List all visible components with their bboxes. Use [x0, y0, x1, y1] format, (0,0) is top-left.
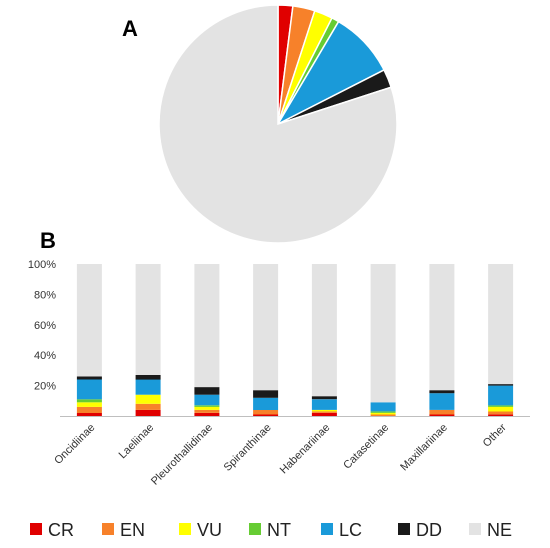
bar-segment-nt [76, 399, 102, 403]
bar-segment-ne [194, 264, 220, 388]
legend-swatch-en [102, 523, 114, 535]
bar-segment-cr [194, 413, 220, 416]
bar-segment-vu [370, 413, 396, 415]
category-label: Laeliinae [117, 422, 157, 462]
bar-segment-vu [311, 409, 337, 412]
bar-segment-dd [135, 375, 161, 380]
bar-segment-ne [76, 264, 102, 377]
y-tick-label: 100% [28, 259, 56, 271]
y-tick-label: 20% [34, 381, 56, 393]
legend: CR EN VU NT LC DD NE [30, 520, 512, 540]
stacked-bar-chart [76, 264, 514, 416]
bar-segment-dd [488, 384, 514, 386]
legend-swatch-lc [321, 523, 333, 535]
bar-segment-ne [311, 264, 337, 397]
bar-segment-lc [488, 385, 514, 406]
legend-label-vu: VU [197, 520, 222, 540]
legend-label-nt: NT [267, 520, 291, 540]
bar-segment-dd [76, 376, 102, 380]
bar-segment-cr [429, 414, 455, 416]
bar-segment-dd [253, 390, 279, 398]
y-tick-label: 80% [34, 289, 56, 301]
bar-segment-cr [253, 414, 279, 416]
bar-segment-ne [488, 264, 514, 385]
bar-segment-ne [135, 264, 161, 375]
legend-swatch-cr [30, 523, 42, 535]
bar-segment-en [253, 409, 279, 415]
category-label: Habenariinae [278, 422, 333, 477]
legend-label-dd: DD [416, 520, 442, 540]
bar-segment-dd [311, 396, 337, 400]
legend-label-cr: CR [48, 520, 74, 540]
bar-segment-vu [135, 394, 161, 404]
bar-segment-cr [135, 409, 161, 416]
bar-segment-lc [194, 394, 220, 406]
panel-label-a: A [122, 16, 138, 41]
bar-segment-cr [76, 413, 102, 416]
category-label: Maxillariinae [398, 422, 450, 474]
bar-segment-lc [311, 399, 337, 410]
y-tick-label: 40% [34, 350, 56, 362]
bar-segment-en [370, 414, 396, 416]
category-label: Pleurothallidinae [149, 422, 215, 488]
bar-segment-en [429, 409, 455, 415]
legend-swatch-nt [249, 523, 261, 535]
legend-label-en: EN [120, 520, 145, 540]
bar-segment-ne [370, 264, 396, 403]
legend-label-lc: LC [339, 520, 362, 540]
bar-segment-vu [488, 406, 514, 412]
bar-segment-lc [76, 379, 102, 400]
legend-swatch-vu [179, 523, 191, 535]
bar-segment-lc [429, 393, 455, 410]
bar-segment-dd [194, 387, 220, 395]
bar-segment-en [311, 411, 337, 413]
bar-segment-lc [135, 379, 161, 395]
category-label: Other [481, 421, 509, 449]
bar-segment-ne [429, 264, 455, 391]
bar-segment-vu [194, 406, 220, 410]
bar-segment-ne [253, 264, 279, 391]
category-label: Spiranthinae [222, 422, 274, 474]
bar-segment-nt [370, 411, 396, 413]
bar-segment-nt [488, 405, 514, 407]
bar-segment-en [488, 411, 514, 415]
panel-label-b: B [40, 228, 56, 253]
pie-slice-ne [158, 4, 398, 244]
bar-segment-en [76, 406, 102, 413]
bar-segment-en [135, 403, 161, 410]
category-label: Catasetinae [341, 422, 391, 472]
legend-label-ne: NE [487, 520, 512, 540]
bar-axis: 20% 40% 60% 80% 100% [28, 259, 530, 417]
category-label: Oncidiinae [52, 422, 97, 467]
legend-swatch-dd [398, 523, 410, 535]
bar-segment-en [194, 409, 220, 413]
bar-segment-cr [488, 414, 514, 416]
bar-segment-dd [429, 390, 455, 394]
legend-swatch-ne [469, 523, 481, 535]
bar-segment-vu [76, 402, 102, 407]
bar-segment-lc [370, 402, 396, 412]
bar-segment-nt [194, 405, 220, 407]
y-tick-label: 60% [34, 320, 56, 332]
bar-segment-lc [253, 397, 279, 410]
pie-chart [158, 4, 398, 244]
bar-segment-cr [311, 413, 337, 416]
